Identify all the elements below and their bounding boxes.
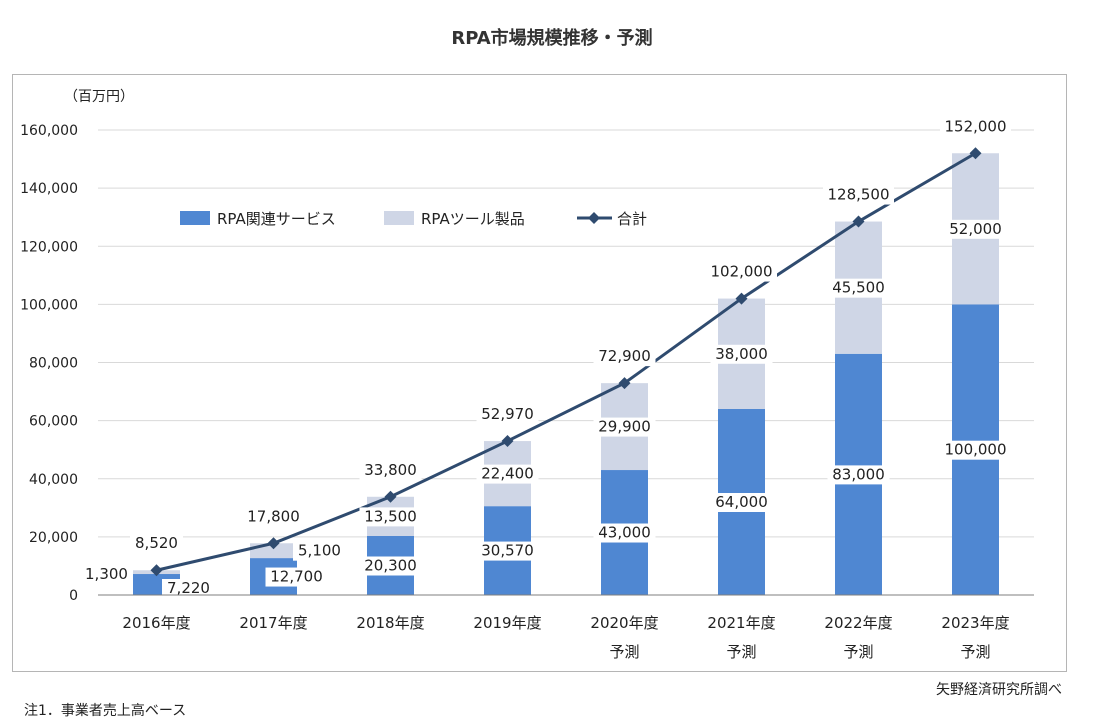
total-marker: [150, 564, 163, 577]
total-label: 8,520: [135, 534, 178, 552]
total-label-bg: [242, 507, 305, 527]
x-tick-label: 2017年度: [239, 614, 307, 632]
legend-swatch-products: [384, 211, 414, 225]
x-tick-label: 2020年度: [590, 614, 658, 632]
x-tick-label: 2019年度: [473, 614, 541, 632]
products-label: 5,100: [298, 542, 341, 560]
x-tick-sublabel: 予測: [960, 643, 990, 661]
total-label-bg: [476, 405, 539, 425]
footnote: 注1．事業者売上高ベース: [24, 703, 187, 719]
x-tick-label: 2023年度: [941, 614, 1009, 632]
services-label-bg: [476, 541, 539, 561]
total-label: 102,000: [710, 263, 772, 281]
total-marker: [618, 377, 631, 390]
products-label: 13,500: [364, 507, 417, 525]
y-tick-label: 140,000: [20, 181, 78, 197]
total-label-bg: [706, 262, 777, 282]
total-marker: [384, 490, 397, 503]
y-tick-label: 120,000: [20, 239, 78, 255]
x-tick-sublabel: 予測: [609, 643, 639, 661]
x-tick-sublabel: 予測: [843, 643, 873, 661]
legend: RPA関連サービス RPAツール製品 合計: [180, 210, 647, 228]
y-tick-label: 0: [69, 588, 78, 604]
services-label-bg: [593, 523, 656, 543]
services-label: 12,700: [270, 568, 323, 586]
legend-label-total: 合計: [617, 210, 647, 228]
legend-marker-total: [588, 212, 600, 224]
products-label-bg: [710, 344, 773, 364]
y-tick-label: 20,000: [29, 530, 78, 546]
legend-label-products: RPAツール製品: [421, 210, 525, 228]
total-label: 72,900: [598, 347, 651, 365]
y-axis-unit-label: （百万円）: [64, 89, 134, 105]
services-label: 100,000: [944, 441, 1006, 459]
chart-frame: [12, 74, 1067, 672]
services-label-bg: [265, 567, 328, 587]
total-label: 128,500: [827, 186, 889, 204]
total-marker: [969, 147, 982, 160]
total-label-bg: [940, 117, 1011, 137]
total-marker: [267, 537, 280, 550]
total-label: 52,970: [481, 405, 534, 423]
products-label: 52,000: [949, 220, 1002, 238]
chart-title: RPA市場規模推移・予測: [451, 28, 653, 49]
source-credit: 矢野経済研究所調べ: [936, 682, 1062, 698]
products-label: 22,400: [481, 465, 534, 483]
total-label-bg: [593, 347, 656, 367]
total-marker: [501, 435, 514, 448]
services-label-bg: [827, 465, 890, 485]
products-label: 45,500: [832, 279, 885, 297]
services-label-bg: [710, 493, 773, 512]
products-label-bg: [944, 219, 1007, 239]
services-label: 43,000: [598, 524, 651, 542]
services-label: 30,570: [481, 542, 534, 560]
total-label: 33,800: [364, 461, 417, 479]
total-marker: [852, 215, 865, 228]
services-label-bg: [162, 579, 215, 598]
services-label: 20,300: [364, 557, 417, 575]
legend-label-services: RPA関連サービス: [217, 210, 336, 228]
total-line: [156, 151, 977, 572]
x-tick-label: 2018年度: [356, 614, 424, 632]
y-tick-label: 160,000: [20, 123, 78, 139]
x-tick-label: 2022年度: [824, 614, 892, 632]
products-label-bg: [476, 464, 539, 484]
products-label-bg: [593, 417, 656, 437]
products-label: 38,000: [715, 345, 768, 363]
total-label-bg: [130, 534, 183, 554]
total-label-bg: [823, 185, 894, 205]
y-tick-label: 60,000: [29, 414, 78, 430]
x-tick-sublabel: 予測: [726, 643, 756, 661]
products-label-bg: [827, 278, 890, 298]
products-label-bg: [293, 541, 346, 561]
legend-swatch-services: [180, 211, 210, 225]
products-label: 1,300: [85, 565, 128, 583]
y-tick-label: 100,000: [20, 297, 78, 313]
total-marker: [735, 292, 748, 305]
y-tick-label: 40,000: [29, 472, 78, 488]
total-label: 17,800: [247, 507, 300, 525]
total-label: 152,000: [944, 117, 1006, 135]
services-label: 7,220: [167, 579, 210, 597]
products-label: 29,900: [598, 418, 651, 436]
x-tick-label: 2021年度: [707, 614, 775, 632]
services-label: 64,000: [715, 493, 768, 511]
products-label-bg: [80, 565, 133, 585]
y-tick-label: 80,000: [29, 356, 78, 372]
services-label-bg: [940, 440, 1011, 460]
services-label: 83,000: [832, 465, 885, 483]
total-label-bg: [359, 460, 422, 480]
products-label-bg: [359, 507, 422, 527]
x-tick-label: 2016年度: [122, 614, 190, 632]
services-label-bg: [359, 556, 422, 576]
